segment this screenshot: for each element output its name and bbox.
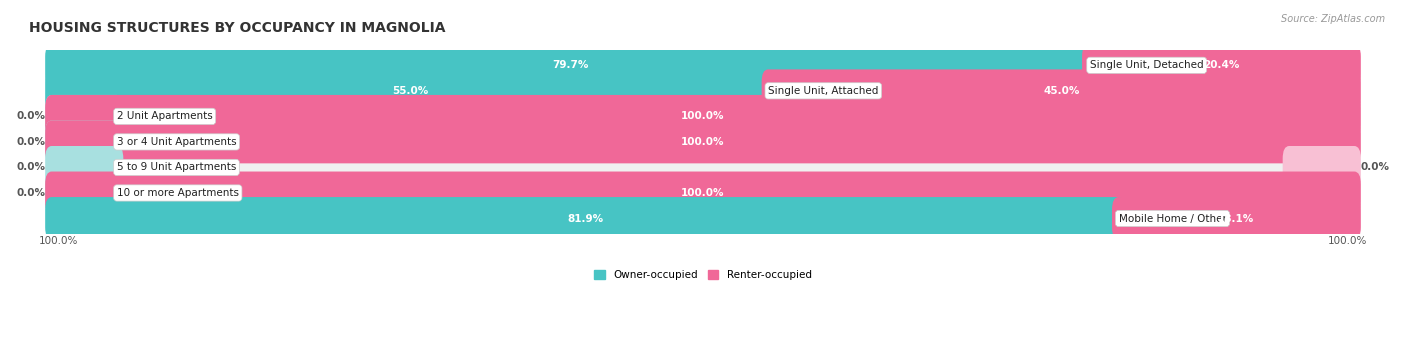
Text: Single Unit, Detached: Single Unit, Detached	[1090, 60, 1204, 70]
Text: 81.9%: 81.9%	[567, 213, 603, 223]
Text: 100.0%: 100.0%	[682, 112, 724, 121]
Bar	[52, 129, 1354, 155]
FancyBboxPatch shape	[1083, 44, 1361, 87]
Text: 79.7%: 79.7%	[553, 60, 589, 70]
FancyBboxPatch shape	[45, 172, 124, 214]
Text: 0.0%: 0.0%	[17, 188, 45, 198]
Text: 20.4%: 20.4%	[1204, 60, 1240, 70]
Text: Source: ZipAtlas.com: Source: ZipAtlas.com	[1281, 14, 1385, 24]
Text: 55.0%: 55.0%	[392, 86, 427, 96]
Text: 100.0%: 100.0%	[682, 137, 724, 147]
FancyBboxPatch shape	[45, 95, 1361, 138]
Text: HOUSING STRUCTURES BY OCCUPANCY IN MAGNOLIA: HOUSING STRUCTURES BY OCCUPANCY IN MAGNO…	[30, 21, 446, 35]
Text: 100.0%: 100.0%	[38, 236, 79, 246]
FancyBboxPatch shape	[45, 120, 1361, 163]
Text: 0.0%: 0.0%	[1361, 162, 1389, 173]
Bar	[52, 155, 1354, 180]
Text: 100.0%: 100.0%	[1327, 236, 1368, 246]
Text: 45.0%: 45.0%	[1043, 86, 1080, 96]
FancyBboxPatch shape	[45, 95, 124, 138]
Bar	[52, 104, 1354, 129]
Text: 10 or more Apartments: 10 or more Apartments	[117, 188, 239, 198]
Text: Single Unit, Attached: Single Unit, Attached	[768, 86, 879, 96]
Text: 18.1%: 18.1%	[1219, 213, 1254, 223]
Bar	[52, 53, 1354, 78]
FancyBboxPatch shape	[1112, 197, 1361, 240]
FancyBboxPatch shape	[45, 146, 124, 189]
FancyBboxPatch shape	[762, 70, 1361, 112]
Text: 2 Unit Apartments: 2 Unit Apartments	[117, 112, 212, 121]
FancyBboxPatch shape	[45, 44, 1097, 87]
Bar	[52, 78, 1354, 104]
Text: 3 or 4 Unit Apartments: 3 or 4 Unit Apartments	[117, 137, 236, 147]
FancyBboxPatch shape	[45, 70, 775, 112]
Legend: Owner-occupied, Renter-occupied: Owner-occupied, Renter-occupied	[595, 270, 811, 280]
Text: 0.0%: 0.0%	[17, 137, 45, 147]
FancyBboxPatch shape	[45, 120, 124, 163]
Text: 100.0%: 100.0%	[682, 188, 724, 198]
Bar	[52, 206, 1354, 231]
FancyBboxPatch shape	[45, 172, 1361, 214]
Text: Mobile Home / Other: Mobile Home / Other	[1119, 213, 1226, 223]
Text: 0.0%: 0.0%	[17, 162, 45, 173]
Bar	[52, 180, 1354, 206]
Text: 5 to 9 Unit Apartments: 5 to 9 Unit Apartments	[117, 162, 236, 173]
Text: 0.0%: 0.0%	[17, 112, 45, 121]
FancyBboxPatch shape	[45, 197, 1125, 240]
FancyBboxPatch shape	[1282, 146, 1361, 189]
